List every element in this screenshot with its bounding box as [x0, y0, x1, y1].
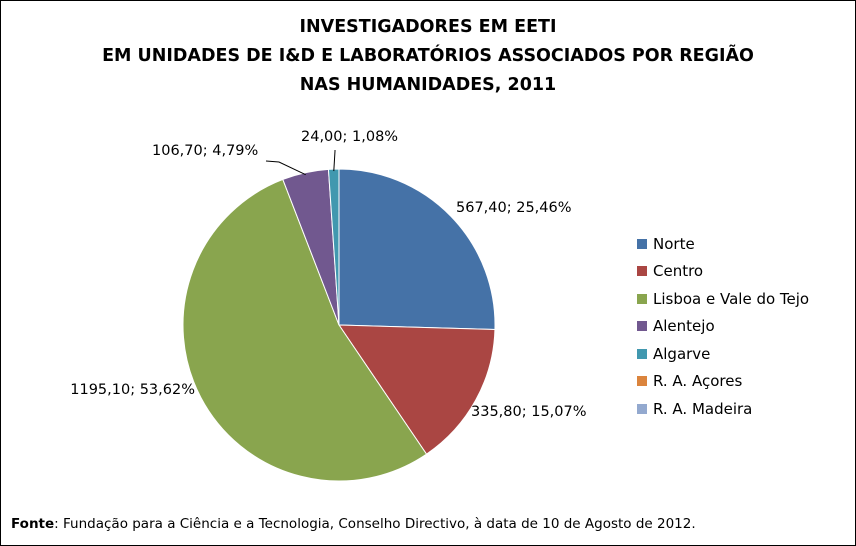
- chart-title-line-2: EM UNIDADES DE I&D E LABORATÓRIOS ASSOCI…: [102, 46, 754, 66]
- legend-swatch: [637, 238, 647, 249]
- legend-item: R. A. Açores: [637, 368, 809, 396]
- legend-item: Algarve: [637, 340, 809, 368]
- chart-title: INVESTIGADORES EM EETI EM UNIDADES DE I&…: [1, 13, 855, 100]
- data-label: 24,00; 1,08%: [301, 129, 398, 145]
- legend-swatch: [637, 403, 647, 414]
- pie-slice-centro: [338, 324, 496, 455]
- legend-item: Norte: [637, 230, 809, 258]
- data-label: 106,70; 4,79%: [152, 143, 258, 159]
- legend-label: Algarve: [653, 344, 711, 363]
- leader-line: [333, 150, 336, 172]
- legend-label: Alentejo: [653, 317, 715, 336]
- data-label: 567,40; 25,46%: [456, 200, 572, 216]
- legend-item: Centro: [637, 258, 809, 286]
- legend-item: Lisboa e Vale do Tejo: [637, 285, 809, 313]
- data-label: 335,80; 15,07%: [471, 404, 587, 420]
- legend-label: R. A. Açores: [653, 372, 743, 391]
- source-text: : Fundação para a Ciência e a Tecnologia…: [54, 516, 696, 532]
- chart-legend: Norte Centro Lisboa e Vale do Tejo Alentejo…: [637, 230, 809, 423]
- chart-title-line-1: INVESTIGADORES EM EETI: [299, 17, 557, 37]
- legend-swatch: [637, 293, 647, 304]
- pie-slice-lisboa-e-vale-do-tejo: [182, 178, 428, 482]
- legend-swatch: [637, 321, 647, 332]
- source-note: Fonte: Fundação para a Ciência e a Tecno…: [11, 516, 696, 532]
- pie-slice-norte: [338, 168, 496, 330]
- legend-swatch: [637, 266, 647, 277]
- legend-label: Lisboa e Vale do Tejo: [653, 289, 810, 308]
- source-label: Fonte: [11, 516, 55, 532]
- legend-item: R. A. Madeira: [637, 395, 809, 423]
- legend-item: Alentejo: [637, 313, 809, 341]
- data-label: 1195,10; 53,62%: [70, 382, 195, 398]
- legend-swatch: [637, 376, 647, 387]
- legend-label: Norte: [653, 234, 695, 253]
- legend-swatch: [637, 348, 647, 359]
- legend-label: R. A. Madeira: [653, 399, 753, 418]
- leader-line: [265, 160, 306, 176]
- legend-label: Centro: [653, 262, 704, 281]
- chart-title-line-3: NAS HUMANIDADES, 2011: [299, 75, 557, 95]
